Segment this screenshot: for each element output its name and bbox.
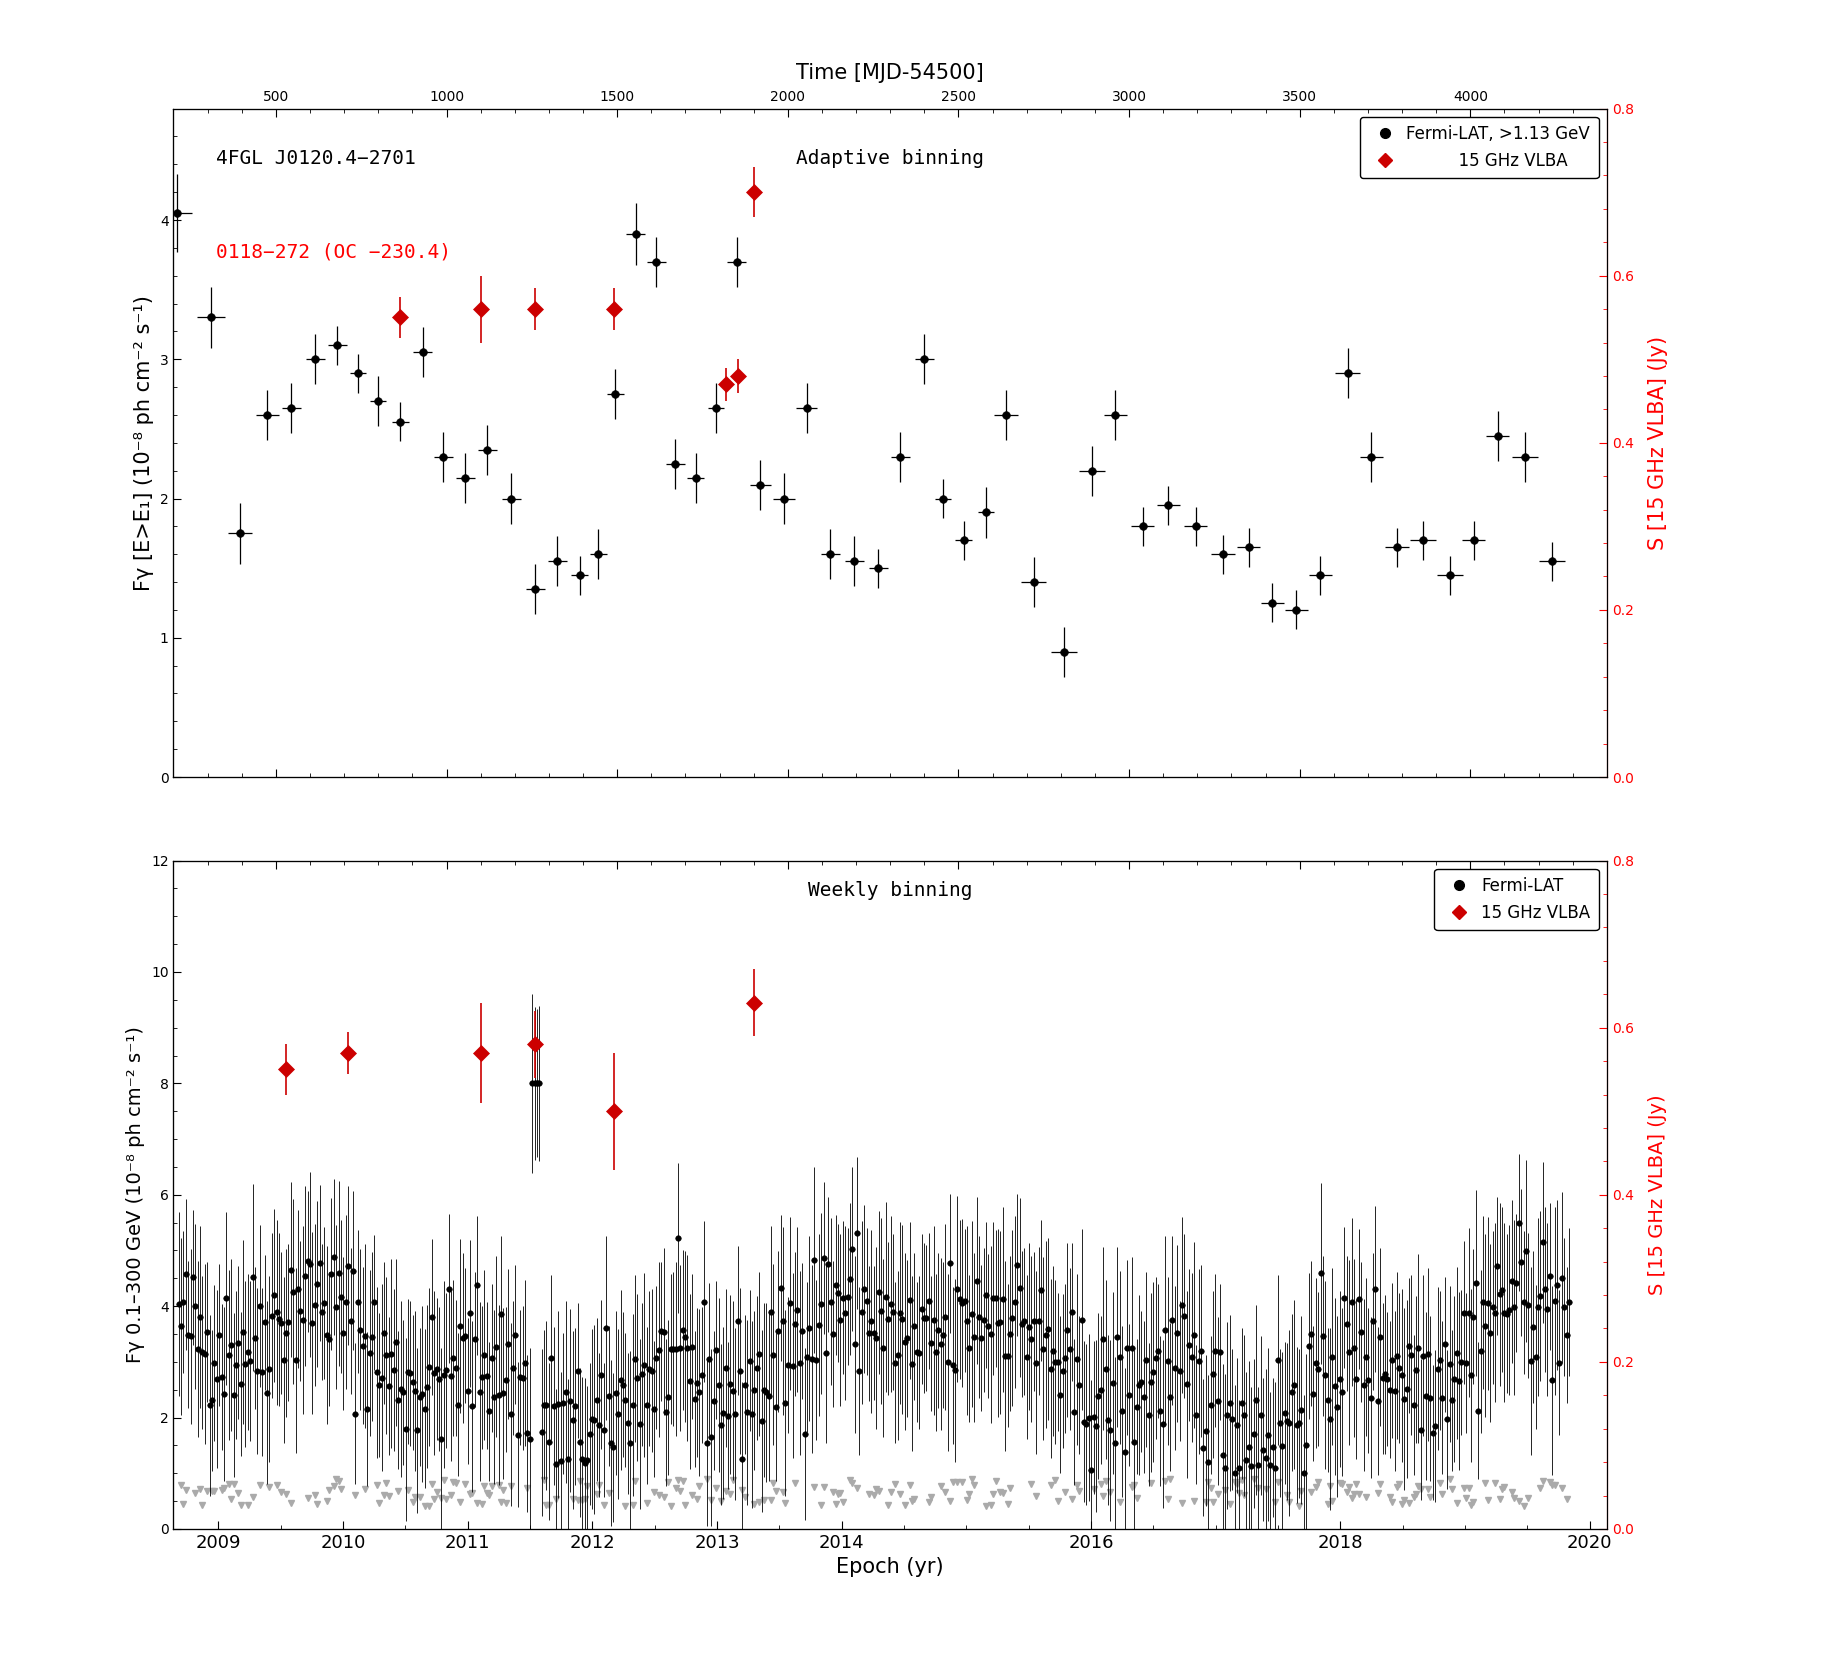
Text: Weekly binning: Weekly binning [807, 881, 973, 899]
Text: Adaptive binning: Adaptive binning [796, 149, 984, 167]
Legend: Fermi-LAT, 15 GHz VLBA: Fermi-LAT, 15 GHz VLBA [1435, 869, 1598, 929]
X-axis label: Epoch (yr): Epoch (yr) [836, 1557, 944, 1577]
Y-axis label: Fγ [E>E₁] (10⁻⁸ ph cm⁻² s⁻¹): Fγ [E>E₁] (10⁻⁸ ph cm⁻² s⁻¹) [133, 294, 153, 592]
Text: 0118−272 (OC −230.4): 0118−272 (OC −230.4) [217, 242, 451, 261]
Y-axis label: S [15 GHz VLBA] (Jy): S [15 GHz VLBA] (Jy) [1647, 1095, 1667, 1295]
Text: 4FGL J0120.4−2701: 4FGL J0120.4−2701 [217, 149, 416, 167]
Legend: Fermi-LAT, >1.13 GeV,           15 GHz VLBA: Fermi-LAT, >1.13 GeV, 15 GHz VLBA [1360, 117, 1598, 177]
X-axis label: Time [MJD-54500]: Time [MJD-54500] [796, 62, 984, 82]
Y-axis label: Fγ 0.1–300 GeV (10⁻⁸ ph cm⁻² s⁻¹): Fγ 0.1–300 GeV (10⁻⁸ ph cm⁻² s⁻¹) [126, 1026, 146, 1364]
Y-axis label: S [15 GHz VLBA] (Jy): S [15 GHz VLBA] (Jy) [1647, 336, 1667, 550]
